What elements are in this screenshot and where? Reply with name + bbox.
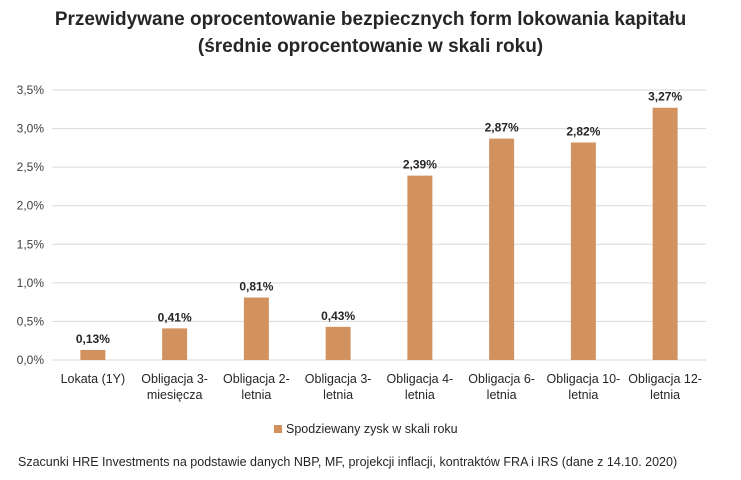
data-label: 0,81% [239, 280, 273, 294]
data-label: 2,39% [403, 158, 437, 172]
data-labels: 0,13% 0,41% 0,81% 0,43% 2,39% 2,87% 2,82% 3,27% [76, 90, 683, 346]
bar [325, 326, 351, 360]
y-tick-label: 0,5% [17, 314, 45, 328]
x-tick-label: Obligacja 4- [387, 372, 454, 386]
footnote: Szacunki HRE Investments na podstawie da… [18, 455, 678, 469]
y-tick-label: 1,5% [17, 237, 45, 251]
bars [80, 107, 678, 360]
x-tick-label: Obligacja 3- [141, 372, 208, 386]
y-tick-label: 0,0% [17, 353, 45, 367]
data-label: 0,43% [321, 309, 355, 323]
chart-title-block: Przewidywane oprocentowanie bezpiecznych… [0, 6, 741, 60]
x-tick-label: letnia [650, 388, 680, 402]
x-tick-label: Lokata (1Y) [61, 372, 126, 386]
gridlines [52, 89, 706, 361]
x-tick-label: Obligacja 12- [628, 372, 702, 386]
y-axis-tick-labels: 0,0% 0,5% 1,0% 1,5% 2,0% 2,5% 3,0% 3,5% [17, 83, 45, 367]
x-tick-label: letnia [323, 388, 353, 402]
data-label: 0,41% [158, 310, 192, 324]
data-label: 0,13% [76, 332, 110, 346]
bar [162, 328, 188, 360]
data-label: 3,27% [648, 90, 682, 104]
x-tick-label: Obligacja 6- [468, 372, 535, 386]
x-axis-tick-labels: Lokata (1Y) Obligacja 3- miesięcza Obligacj… [61, 372, 702, 402]
data-label: 2,82% [566, 124, 600, 138]
bar-chart: 0,0%0,5%1,0%1,5%2,0%2,5%3,0%3,5% 0,13%0,… [17, 83, 706, 436]
x-tick-label: letnia [241, 388, 271, 402]
x-tick-label: letnia [405, 388, 435, 402]
bar [407, 175, 433, 360]
y-tick-label: 3,0% [17, 122, 45, 136]
bar [243, 297, 269, 360]
x-tick-label: letnia [568, 388, 598, 402]
chart-subtitle: (średnie oprocentowanie w skali roku) [197, 36, 544, 57]
x-tick-label: Obligacja 3- [305, 372, 372, 386]
y-tick-label: 3,5% [17, 83, 45, 97]
y-tick-label: 2,0% [17, 199, 45, 213]
chart-title: Przewidywane oprocentowanie bezpiecznych… [54, 9, 687, 30]
bar [652, 107, 678, 360]
x-tick-label: miesięcza [147, 388, 203, 402]
y-tick-label: 2,5% [17, 160, 45, 174]
bar [80, 349, 106, 360]
bar [489, 138, 515, 360]
data-label: 2,87% [485, 121, 519, 135]
y-tick-label: 1,0% [17, 276, 45, 290]
legend: Spodziewany zysk w skali roku [274, 422, 458, 436]
bar [570, 142, 596, 360]
x-tick-label: Obligacja 2- [223, 372, 290, 386]
x-tick-label: letnia [487, 388, 517, 402]
x-tick-label: Obligacja 10- [547, 372, 621, 386]
legend-label: Spodziewany zysk w skali roku [286, 422, 458, 436]
legend-swatch [274, 425, 282, 433]
